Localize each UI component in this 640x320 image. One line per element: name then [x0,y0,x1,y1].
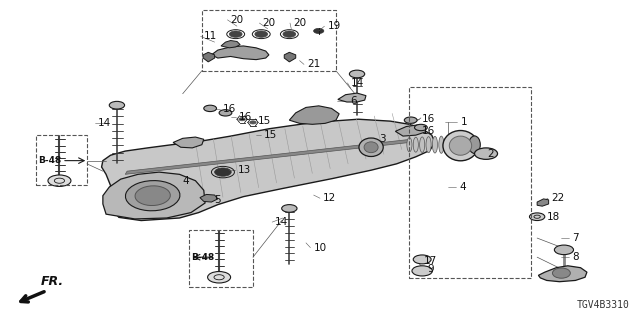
Text: 20: 20 [262,18,276,28]
Circle shape [529,213,545,220]
Ellipse shape [443,131,478,161]
Circle shape [474,148,497,159]
Text: 14: 14 [351,78,364,88]
Text: B-48: B-48 [191,253,214,262]
Text: 5: 5 [214,195,221,205]
Circle shape [408,119,413,122]
Text: 16: 16 [422,114,435,124]
Text: 16: 16 [422,126,435,136]
Ellipse shape [407,138,412,152]
Circle shape [349,70,365,78]
Circle shape [223,112,228,114]
Text: FR.: FR. [40,275,63,288]
Text: 1: 1 [461,117,467,127]
Text: 13: 13 [238,165,252,175]
Circle shape [109,101,125,109]
Circle shape [314,28,324,34]
Circle shape [204,105,216,112]
Circle shape [404,117,417,123]
Polygon shape [211,46,269,60]
Polygon shape [284,52,296,62]
Ellipse shape [445,136,451,153]
Text: 4: 4 [182,176,189,186]
Circle shape [413,255,431,264]
Circle shape [207,271,230,283]
Text: 7: 7 [572,233,579,243]
Ellipse shape [364,142,378,153]
Circle shape [412,266,433,276]
Text: 18: 18 [547,212,560,222]
Bar [189,230,253,287]
Text: 2: 2 [487,148,494,159]
Bar [36,134,87,186]
Circle shape [48,175,71,187]
Text: 22: 22 [551,193,564,203]
Circle shape [419,126,424,129]
Polygon shape [338,93,366,102]
Text: 6: 6 [351,96,357,106]
Text: 3: 3 [380,134,386,144]
Ellipse shape [135,186,170,205]
Text: 15: 15 [257,116,271,126]
Text: B-48: B-48 [38,156,61,165]
Circle shape [250,121,256,124]
Text: 16: 16 [223,104,236,114]
Circle shape [482,152,490,156]
Text: 21: 21 [307,60,321,69]
Bar [410,87,531,278]
Polygon shape [102,119,435,220]
Ellipse shape [449,136,472,155]
Circle shape [229,31,242,37]
Circle shape [255,31,268,37]
Polygon shape [221,41,240,48]
Ellipse shape [468,136,480,154]
Text: 9: 9 [428,264,434,274]
Text: 12: 12 [323,193,337,203]
Polygon shape [537,199,548,206]
Polygon shape [289,106,339,124]
Circle shape [214,168,231,176]
Text: 20: 20 [230,15,244,25]
Ellipse shape [452,137,457,153]
Ellipse shape [420,137,425,152]
Polygon shape [173,137,204,148]
Ellipse shape [359,138,383,156]
Circle shape [415,124,428,131]
Text: 11: 11 [204,31,217,41]
Polygon shape [203,52,214,62]
Text: 14: 14 [275,217,289,227]
Ellipse shape [433,136,438,153]
Text: 19: 19 [328,21,341,31]
Text: 16: 16 [239,112,252,122]
Polygon shape [125,139,411,174]
Circle shape [239,118,245,121]
Ellipse shape [439,136,444,153]
Bar [202,10,336,71]
Text: 20: 20 [293,18,307,28]
Ellipse shape [458,137,463,152]
Polygon shape [200,195,218,202]
Circle shape [219,110,232,116]
Text: 8: 8 [572,252,579,262]
Polygon shape [538,266,587,282]
Text: 4: 4 [460,182,466,192]
Ellipse shape [465,137,469,152]
Polygon shape [396,125,426,136]
Ellipse shape [426,137,431,153]
Text: 10: 10 [314,243,327,252]
Text: 15: 15 [264,130,277,140]
Text: TGV4B3310: TGV4B3310 [577,300,630,310]
Text: 14: 14 [98,118,111,128]
Circle shape [554,245,573,255]
Circle shape [282,204,297,212]
Ellipse shape [125,180,180,211]
Circle shape [283,31,296,37]
Circle shape [419,258,426,261]
Circle shape [207,107,212,110]
Ellipse shape [413,137,419,152]
Polygon shape [103,172,205,219]
Ellipse shape [552,268,570,278]
Text: 17: 17 [424,256,436,266]
